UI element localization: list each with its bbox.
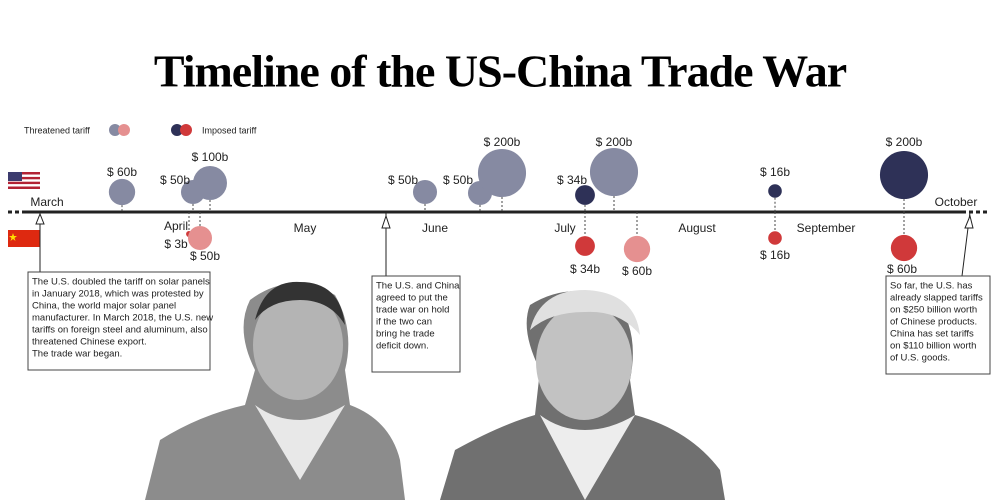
note-text: bring he trade xyxy=(376,329,435,340)
tariff-bubble xyxy=(879,150,929,200)
note-box xyxy=(371,275,461,373)
month-label: April xyxy=(164,219,188,233)
tariff-bubble xyxy=(589,147,639,197)
note-text: if the two can xyxy=(376,317,432,328)
tariff-label: $ 50b xyxy=(190,249,220,263)
tariff-bubble xyxy=(477,148,527,198)
note-text: agreed to put the xyxy=(376,293,448,304)
note-text: of U.S. goods. xyxy=(890,353,950,364)
tariff-label: $ 100b xyxy=(192,150,229,164)
tariff-label: $ 50b xyxy=(443,173,473,187)
note-text: trade war on hold xyxy=(376,305,449,316)
legend: Threatened tariff Imposed tariff xyxy=(24,124,257,136)
month-label: June xyxy=(422,221,448,235)
title: Timeline of the US-China Trade War xyxy=(154,46,847,97)
legend-dot xyxy=(171,124,183,136)
tariff-bubble xyxy=(890,234,918,262)
timeline-axis xyxy=(8,210,990,277)
tariff-label: $ 60b xyxy=(887,262,917,276)
photos xyxy=(145,281,725,500)
tariff-bubble xyxy=(768,184,782,198)
note-text: on $250 billion worth xyxy=(890,305,977,316)
tariff-label: $ 60b xyxy=(107,165,137,179)
note-text: on $110 billion worth xyxy=(890,341,976,352)
events: March April May June July August September Octo… xyxy=(30,135,977,278)
note-text: deficit down. xyxy=(376,341,429,352)
note-box xyxy=(885,275,991,375)
legend-dot xyxy=(118,124,130,136)
tariff-bubble xyxy=(193,166,227,200)
tariff-bubble xyxy=(768,231,782,245)
note-text: of Chinese products. xyxy=(890,317,977,328)
notes: The U.S. doubled the tariff on solar pan… xyxy=(27,271,991,375)
tariff-label: $ 200b xyxy=(886,135,923,149)
note-text: in January 2018, which was protested by xyxy=(32,289,204,300)
tariff-bubble xyxy=(108,178,136,206)
note-text: The trade war began. xyxy=(32,349,122,360)
note-text: So far, the U.S. has xyxy=(890,281,973,292)
month-label: May xyxy=(294,221,317,235)
tariff-bubble xyxy=(623,235,651,263)
note-text: already slapped tariffs xyxy=(890,293,983,304)
note-text: The U.S. doubled the tariff on solar pan… xyxy=(32,277,210,288)
month-label: March xyxy=(30,195,63,209)
tariff-bubble xyxy=(412,179,438,205)
month-label: September xyxy=(797,221,856,235)
note-box xyxy=(27,271,211,371)
note-text: The U.S. and China xyxy=(376,281,460,292)
tariff-label: $ 200b xyxy=(484,135,521,149)
tariff-label: $ 34b xyxy=(557,173,587,187)
legend-dot xyxy=(109,124,121,136)
note-text: threatened Chinese export. xyxy=(32,337,147,348)
tariff-label: $ 50b xyxy=(388,173,418,187)
month-label: July xyxy=(554,221,575,235)
legend-dot xyxy=(180,124,192,136)
month-label: August xyxy=(678,221,716,235)
tariff-bubble xyxy=(575,236,595,256)
month-label: October xyxy=(935,195,978,209)
tariff-label: $ 60b xyxy=(622,264,652,278)
note-text: tariffs on foreign steel and aluminum, a… xyxy=(32,325,208,336)
tariff-bubble xyxy=(187,225,213,251)
tariff-label: $ 16b xyxy=(760,248,790,262)
tariff-label: $ 50b xyxy=(160,173,190,187)
note-text: China has set tariffs xyxy=(890,329,974,340)
tariff-bubble xyxy=(575,185,595,205)
tariff-label: $ 200b xyxy=(596,135,633,149)
legend-threatened: Threatened tariff xyxy=(24,125,90,135)
note-text: China, the world major solar panel xyxy=(32,301,176,312)
tariff-label: $ 3b xyxy=(164,237,188,251)
legend-imposed: Imposed tariff xyxy=(202,125,257,135)
note-text: manufacturer. In March 2018, the U.S. ne… xyxy=(32,313,213,324)
tariff-label: $ 34b xyxy=(570,262,600,276)
us-flag xyxy=(8,172,40,189)
china-flag xyxy=(8,230,40,247)
tariff-label: $ 16b xyxy=(760,165,790,179)
